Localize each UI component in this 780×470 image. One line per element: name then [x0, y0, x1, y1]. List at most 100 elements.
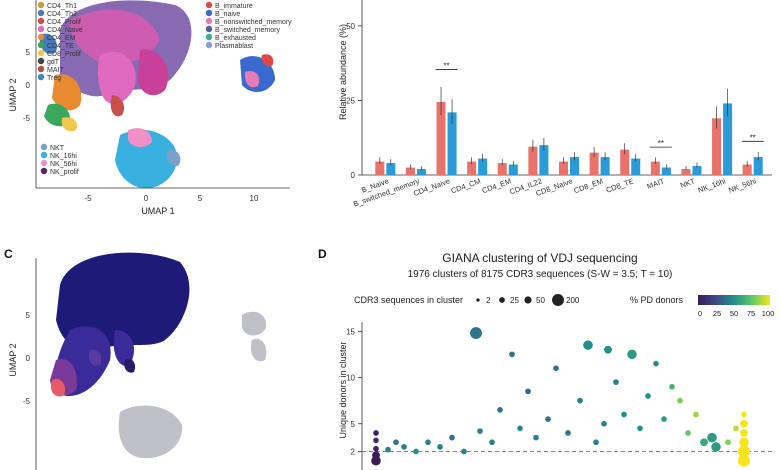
bar	[650, 161, 660, 175]
size-legend-value: 50	[536, 296, 545, 305]
legend-label: CD4_Prolif	[47, 19, 81, 26]
umap-y-tick: -5	[23, 114, 31, 123]
size-legend-dot	[552, 294, 564, 306]
legend-swatch	[37, 65, 45, 73]
color-legend-tick: 0	[698, 309, 702, 318]
scatter-point	[707, 432, 717, 443]
scatter-point	[738, 454, 750, 467]
bar	[539, 145, 549, 175]
scatter-point	[653, 360, 659, 367]
umap-c-y-tick: 5	[26, 311, 31, 320]
legend-swatch	[37, 1, 45, 9]
scatter-point	[545, 416, 551, 422]
scatter-point	[373, 445, 379, 452]
size-legend-value: 2	[486, 296, 491, 305]
bar-category-label: CD4_EM	[481, 176, 513, 195]
bar	[620, 149, 630, 175]
scatter-point	[393, 439, 399, 446]
giana-subtitle: 1976 clusters of 8175 CDR3 sequences (S-…	[408, 269, 673, 280]
bar-category-label: NKT	[679, 176, 697, 190]
panel-letter-d: D	[318, 247, 327, 261]
umap-cell-types-panel: -5 0 5 10 5 0 -5 UMAP 1 UMAP 2 CD4_Th1CD…	[8, 0, 292, 216]
bar-y-tick-label: 25	[346, 96, 355, 105]
bar	[712, 118, 722, 175]
umap-c-y-tick: 0	[26, 354, 31, 363]
bar	[723, 103, 733, 175]
abundance-bar-chart: 0 25 50 Relative abundance (%) B_NaiveB_sw…	[338, 0, 772, 209]
color-legend-ticks: 0 25 50 75 100	[698, 309, 774, 318]
legend-swatch	[205, 17, 213, 25]
bar	[447, 112, 457, 175]
scatter-point	[669, 383, 675, 390]
scatter-y-tick-label: 10	[346, 374, 355, 383]
bar-category-label: CD8_TE	[605, 176, 635, 194]
legend-label: Plasmablast	[215, 43, 253, 50]
bar-category-label: NK_56hi	[727, 176, 757, 194]
legend-swatch	[205, 41, 213, 49]
legend-label: B_nonswitched_memory	[215, 19, 292, 26]
legend-swatch	[40, 143, 48, 151]
legend-label: B_immature	[215, 3, 253, 10]
bar	[467, 161, 477, 175]
color-legend-tick: 25	[713, 309, 721, 318]
legend-swatch	[40, 151, 48, 159]
scatter-y-tick-label: 15	[346, 327, 355, 336]
bar-y-tick-label: 50	[346, 22, 355, 31]
scatter-point	[373, 437, 379, 444]
legend-label: NKT	[50, 145, 65, 152]
bar-y-tick-label: 0	[351, 171, 356, 180]
legend-label: B_exhausted	[215, 35, 256, 42]
bar	[661, 167, 671, 175]
bar	[558, 161, 568, 175]
legend-swatch	[37, 49, 45, 57]
bar	[416, 169, 426, 175]
legend-swatch	[37, 33, 45, 41]
scatter-point	[477, 428, 483, 434]
umap-x-tick: 10	[250, 194, 259, 203]
color-legend-label: % PD donors	[630, 295, 684, 305]
color-legend-tick: 75	[747, 309, 755, 318]
scatter-point	[565, 430, 571, 436]
giana-scatter-panel: D GIANA clustering of VDJ sequencing 197…	[318, 247, 774, 470]
bar-category-labels: B_NaiveB_switched_memoryCD4_NaiveCD4_CMC…	[352, 176, 758, 208]
significance-label: **	[658, 139, 664, 148]
bar	[631, 158, 641, 175]
scatter-point	[627, 349, 637, 360]
scatter-point	[740, 429, 748, 437]
scatter-point	[553, 365, 559, 372]
size-legend-dot	[524, 296, 532, 304]
bar	[497, 163, 507, 175]
scatter-point	[661, 416, 667, 422]
umap-y-tick: 0	[26, 81, 31, 90]
scatter-point	[613, 379, 619, 385]
scatter-point	[470, 327, 482, 340]
scatter-point	[685, 430, 691, 436]
legend-label: Treg	[47, 75, 61, 82]
legend-swatch	[37, 9, 45, 17]
scatter-point	[437, 444, 443, 450]
size-legend-value: 200	[566, 296, 580, 305]
scatter-point	[401, 444, 407, 450]
scatter-point	[637, 425, 643, 432]
size-legend-value: 25	[510, 296, 519, 305]
bar-y-axis-label: Relative abundance (%)	[338, 24, 348, 120]
scatter-point	[733, 425, 739, 432]
significance-markers: ** ** **	[435, 62, 764, 148]
bar-category-label: MAIT	[646, 176, 666, 191]
significance-label: **	[750, 133, 756, 142]
bar	[692, 166, 702, 175]
size-legend-label: CDR3 sequences in cluster	[354, 295, 463, 305]
legend-label: gdT	[47, 59, 60, 66]
bar-category-label: CD8_EM	[573, 176, 605, 195]
scatter-point	[741, 411, 747, 418]
umap-y-tick: 5	[26, 48, 31, 57]
legend-label: NK_prolif	[50, 169, 79, 176]
legend-swatch	[37, 17, 45, 25]
legend-swatch	[205, 25, 213, 33]
umap-c-y-axis-label: UMAP 2	[8, 343, 18, 376]
bar	[570, 157, 580, 175]
legend-label: CD8_Prolif	[47, 51, 81, 58]
scatter-point	[700, 438, 708, 447]
scatter-point	[577, 397, 583, 404]
